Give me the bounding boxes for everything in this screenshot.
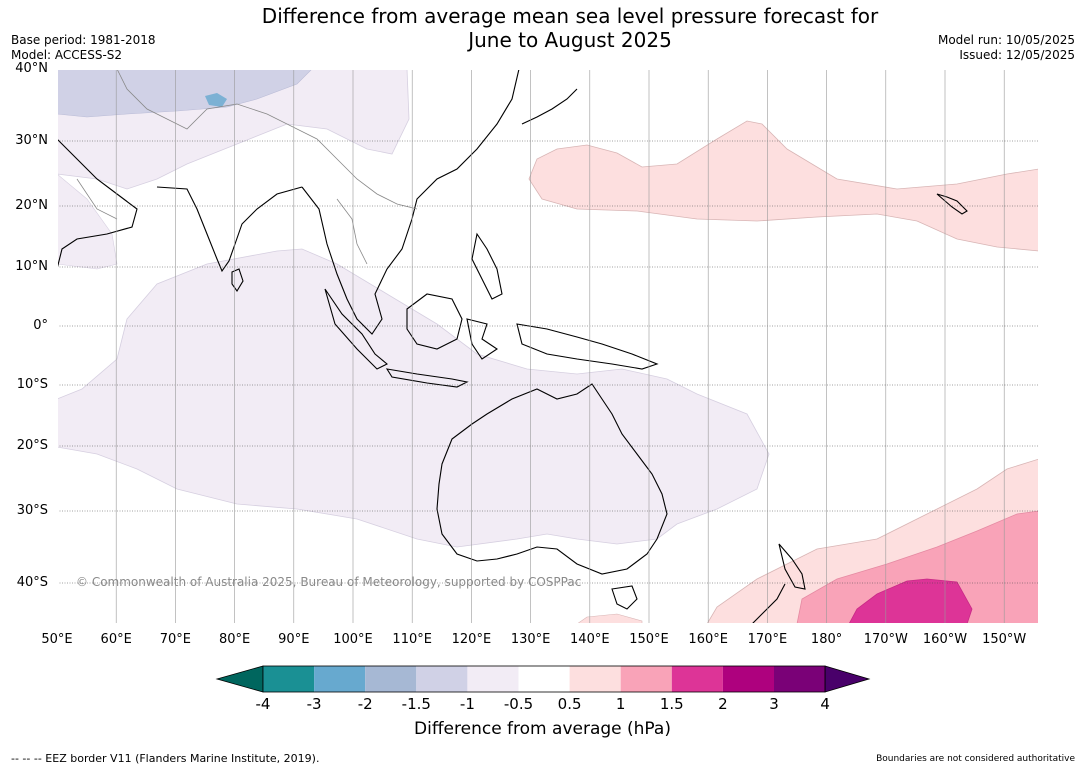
longitude-label: 160°E: [688, 632, 728, 647]
legend-color-cell: [365, 666, 417, 692]
longitude-label: 150°W: [982, 632, 1027, 647]
latitude-label: 40°S: [16, 575, 48, 590]
copyright-notice: © Commonwealth of Australia 2025, Bureau…: [76, 575, 582, 589]
coastline-tasmania: [611, 585, 638, 610]
latitude-label: 20°S: [16, 438, 48, 453]
legend-color-cell: [518, 666, 570, 692]
coastline-japan: [521, 88, 578, 125]
legend-color-cell: [416, 666, 468, 692]
anomaly-region-southwest-pacific-2: [796, 510, 1039, 624]
longitude-label: 90°E: [278, 632, 310, 647]
border-arabia: [76, 178, 118, 220]
legend-color-cell: [620, 666, 672, 692]
legend-tick-label: -1: [459, 695, 475, 713]
meta-right: Model run: 10/05/2025 Issued: 12/05/2025: [938, 33, 1075, 63]
coastline-java: [385, 368, 469, 388]
legend-over-arrow: [824, 665, 871, 693]
longitude-label: 150°E: [629, 632, 669, 647]
base-period: Base period: 1981-2018: [11, 33, 156, 47]
longitude-label: 60°E: [100, 632, 132, 647]
legend-tick-label: -3: [306, 695, 322, 713]
coastline-borneo: [406, 293, 463, 350]
longitude-label: 70°E: [159, 632, 192, 647]
legend-color-cell: [774, 666, 826, 692]
longitude-label: 120°E: [451, 632, 492, 647]
legend-color-cell: [467, 666, 519, 692]
country-borders: [76, 69, 418, 265]
map-title: Difference from average mean sea level p…: [170, 4, 970, 52]
latitude-label: 30°S: [16, 503, 48, 518]
coastline-new-guinea: [516, 323, 659, 370]
longitude-label: 130°E: [510, 632, 551, 647]
legend-tick-label: 1.5: [659, 695, 684, 713]
anomaly-region-west-strip: [57, 173, 118, 270]
longitude-label: 140°E: [570, 632, 610, 647]
coastline-philippines: [471, 232, 503, 300]
boundaries-note: Boundaries are not considered authoritat…: [876, 754, 1075, 764]
coastline-new-zealand-south: [751, 583, 786, 624]
coastlines: [57, 69, 968, 624]
model-name: Model: ACCESS-S2: [11, 48, 123, 62]
coastline-sulawesi: [466, 318, 498, 360]
latitude-label: 20°N: [15, 198, 48, 213]
latitude-label: 30°N: [15, 133, 48, 148]
coastline-arabia: [57, 138, 138, 270]
legend-color-cell: [671, 666, 723, 692]
anomaly-region-southwest-pacific-3: [848, 578, 973, 624]
coastline-southeast-asia: [301, 69, 520, 335]
legend-tick-label: -2: [357, 695, 373, 713]
coastline-new-zealand-north: [778, 543, 806, 590]
legend-tick-label: -4: [255, 695, 271, 713]
pressure-anomaly-map: [57, 69, 1039, 624]
coastline-sumatra: [324, 288, 388, 370]
title-line-2: June to August 2025: [468, 28, 672, 52]
anomaly-region-indian-ocean: [57, 248, 770, 548]
graticule: [57, 69, 1039, 624]
border-central-asia: [116, 69, 418, 210]
longitude-label: 170°W: [863, 632, 908, 647]
anomaly-region-tibet-blue: [205, 93, 227, 107]
legend-tick-label: 4: [820, 695, 830, 713]
anomaly-region-central-asia: [57, 69, 313, 118]
anomaly-region-tasman: [576, 613, 643, 624]
legend-tick-label: -1.5: [401, 695, 431, 713]
legend-colorbar: [215, 665, 871, 693]
legend-color-cell: [263, 666, 315, 692]
legend-tick-label: 3: [769, 695, 779, 713]
latitude-label: 40°N: [15, 61, 48, 76]
legend-tick-label: 1: [615, 695, 626, 713]
map-frame: [57, 69, 1039, 624]
longitude-label: 50°E: [41, 632, 73, 647]
title-line-1: Difference from average mean sea level p…: [261, 4, 879, 28]
model-run: Model run: 10/05/2025: [937, 33, 1075, 47]
legend-tick-label: -0.5: [503, 695, 534, 713]
coastline-australia: [436, 383, 668, 575]
latitude-label: 10°N: [15, 259, 48, 274]
legend-under-arrow: [215, 665, 264, 693]
meta-left: Base period: 1981-2018 Model: ACCESS-S2: [11, 33, 156, 63]
anomaly-region-north-pacific: [528, 120, 1039, 252]
legend-color-cells: [215, 665, 871, 693]
legend-tick-label: 2: [718, 695, 728, 713]
coastline-india: [156, 186, 303, 273]
legend-color-cell: [722, 666, 774, 692]
legend-color-cell: [569, 666, 621, 692]
latitude-label: 10°S: [16, 377, 48, 392]
longitude-label: 80°E: [218, 632, 251, 647]
legend-label: Difference from average (hPa): [414, 719, 671, 739]
legend-tick-label: 0.5: [557, 695, 582, 713]
longitude-label: 160°W: [922, 632, 968, 647]
longitude-label: 170°E: [747, 632, 788, 647]
eez-note: -- -- -- EEZ border V11 (Flanders Marine…: [11, 752, 320, 765]
issued-date: Issued: 12/05/2025: [959, 48, 1075, 62]
border-indochina: [336, 198, 368, 265]
legend-color-cell: [314, 666, 366, 692]
latitude-label: 0°: [33, 318, 48, 333]
longitude-label: 110°E: [392, 632, 432, 647]
longitude-label: 180°: [810, 632, 843, 647]
coastline-hawaii: [936, 193, 968, 215]
longitude-label: 100°E: [333, 632, 373, 647]
legend-frame: [262, 665, 826, 693]
coastline-sri-lanka: [231, 268, 244, 293]
